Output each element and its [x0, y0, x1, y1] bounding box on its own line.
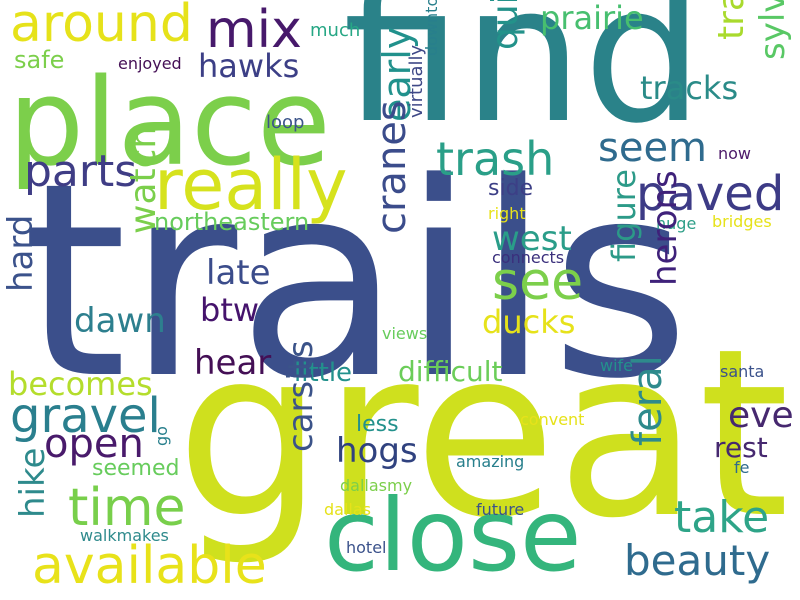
word-side: side: [488, 176, 534, 201]
word-late: late: [206, 253, 271, 293]
word-tracks-vert: tracks: [711, 0, 752, 40]
word-difficult: difficult: [398, 355, 503, 388]
word-hotel: hotel: [346, 538, 387, 557]
word-hawks: hawks: [198, 47, 300, 85]
word-quiet: quiet: [485, 0, 526, 50]
word-hogs: hogs: [336, 431, 418, 471]
word-west: west: [492, 219, 572, 259]
word-parts: parts: [24, 146, 138, 197]
word-wife: wife: [600, 356, 634, 375]
word-bridges: bridges: [712, 212, 772, 231]
word-herons: herons: [645, 170, 685, 286]
word-see: see: [492, 252, 584, 312]
word-ducks: ducks: [482, 303, 576, 341]
word-rest: rest: [714, 431, 768, 464]
word-dallas: dallas: [324, 500, 371, 519]
word-carsits: carsits: [281, 340, 321, 452]
word-mix: mix: [206, 0, 302, 60]
word-sylvan: sylvan: [753, 0, 793, 60]
word-amazing: amazing: [456, 452, 525, 471]
word-seem: seem: [598, 125, 708, 171]
word-really: really: [154, 144, 348, 226]
word-close: close: [324, 477, 582, 594]
word-trash: trash: [436, 132, 555, 186]
word-open: open: [44, 421, 144, 467]
word-santa: santa: [720, 362, 765, 381]
word-loop: loop: [266, 112, 305, 133]
word-around: around: [10, 0, 193, 54]
word-watch: watch: [123, 125, 164, 234]
word-northeastern: northeastern: [154, 208, 310, 236]
word-seemed: seemed: [92, 456, 180, 481]
word-go: go: [152, 426, 171, 446]
word-dallasmy: dallasmy: [340, 476, 413, 495]
word-paved: paved: [636, 166, 785, 222]
word-future: future: [476, 500, 525, 519]
word-prairie: prairie: [540, 0, 644, 37]
word-little: little: [294, 358, 353, 388]
word-figure: figure: [605, 169, 643, 262]
word-views: views: [382, 324, 428, 343]
word-hike: hike: [13, 447, 53, 518]
word-fe: fe: [734, 458, 750, 477]
word-huge: huge: [656, 214, 697, 233]
word-available: available: [32, 536, 267, 596]
word-trails: trails: [22, 126, 691, 438]
word-convent: convent: [520, 410, 585, 429]
word-feral: feral: [625, 355, 671, 446]
word-less: less: [356, 412, 399, 437]
word-time: time: [68, 478, 186, 538]
word-enjoyed: enjoyed: [118, 54, 182, 73]
word-place: place: [8, 54, 331, 193]
word-beauty: beauty: [624, 536, 771, 585]
word-hard: hard: [1, 214, 41, 292]
word-walkmakes: walkmakes: [80, 526, 169, 545]
word-connects: connects: [492, 248, 565, 267]
word-becomes: becomes: [8, 365, 153, 403]
word-gravel: gravel: [10, 388, 161, 444]
word-cranes: cranes: [369, 100, 415, 234]
word-find: find: [343, 0, 704, 165]
word-tracks: tracks: [640, 69, 739, 107]
word-great: great: [176, 299, 790, 569]
word-right: right: [488, 204, 526, 223]
word-hear: hear: [194, 343, 272, 383]
word-take: take: [674, 492, 770, 543]
word-now: now: [718, 144, 752, 163]
word-much: much: [310, 20, 361, 41]
word-dawn: dawn: [74, 301, 166, 341]
word-btw: btw: [200, 291, 260, 329]
word-eve: eve: [728, 395, 794, 436]
word-safe: safe: [14, 46, 65, 74]
